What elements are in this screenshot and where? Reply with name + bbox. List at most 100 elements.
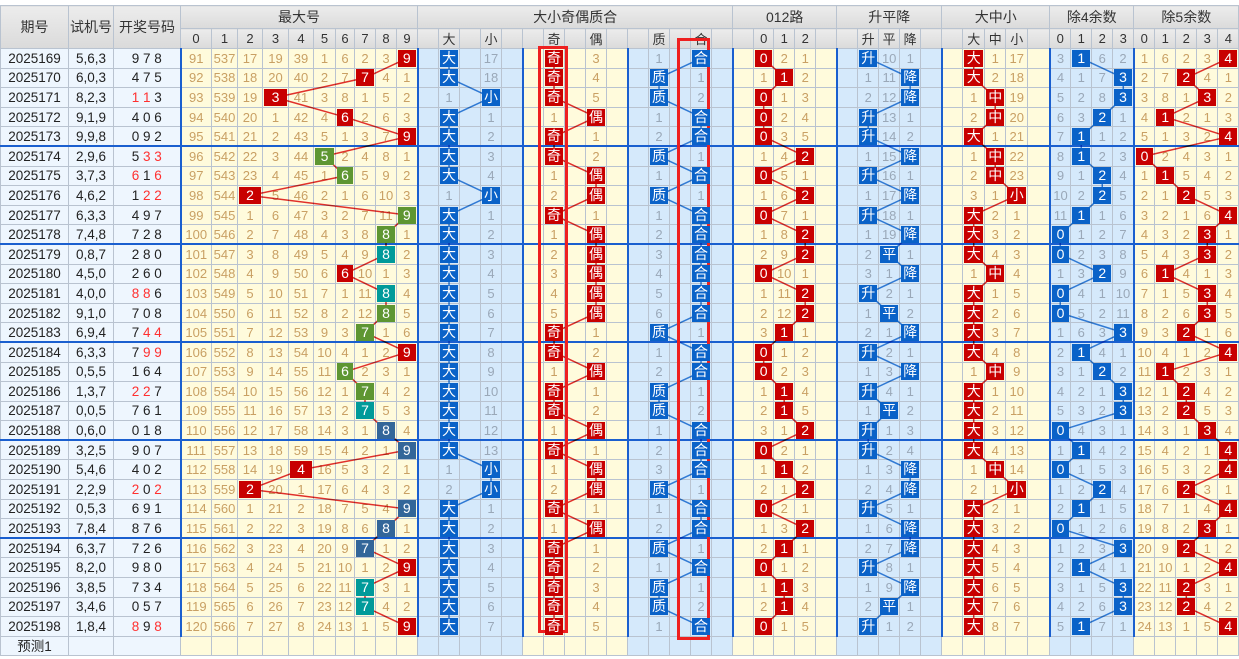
table-row[interactable]: 2025169 5,6,3 9 7 8 91 537 17 19 39 1 6 2 3 9 大 17 奇 3 1 合… — [0, 48, 1239, 69]
table-row[interactable]: 2025191 2,2,9 2 0 2 113 559 2 20 1 17 6 4 3 2 2 小 2 偶质 1 2… — [0, 479, 1239, 500]
mod5-column-header[interactable]: 3 — [1196, 28, 1219, 49]
table-row[interactable]: 2025180 4,5,0 2 6 0 102 548 4 9 50 6 6 10 1 3 大 4 3 偶 4 合 0… — [0, 263, 1239, 285]
table-row[interactable]: 2025170 6,0,3 4 7 5 92 538 18 20 40 2 7 7 4 1 大 18 奇 4 质 1… — [0, 67, 1239, 89]
mod5-column-header[interactable]: 2 — [1175, 28, 1198, 49]
max-number-predict-cell[interactable] — [211, 635, 238, 657]
table-row[interactable]: 2025185 0,5,5 1 6 4 107 553 9 14 55 11 6 2 3 1 大 9 1 偶 2 合… — [0, 361, 1239, 383]
table-row[interactable]: 2025181 4,0,0 8 8 6 103 549 5 10 51 7 1 11 8 4 大 5 4 偶 5 合… — [0, 283, 1239, 304]
table-row[interactable]: 2025178 7,4,8 7 2 8 100 546 2 7 48 4 3 8 8 1 大 2 1 偶 2 合 1 8… — [0, 224, 1239, 246]
table-row[interactable]: 2025189 3,2,5 9 0 7 111 557 13 18 59 15 4 2 1 9 大 13 奇 1… — [0, 439, 1239, 461]
size-parity-prime-predict-cell[interactable] — [627, 635, 650, 657]
max-number-predict-cell[interactable] — [354, 635, 376, 657]
route-012-predict-cell[interactable] — [732, 635, 755, 657]
rise-flat-fall-predict-cell[interactable] — [878, 635, 901, 657]
mod5-column-header[interactable]: 4 — [1217, 28, 1239, 49]
big-mid-small-column-header[interactable] — [941, 28, 964, 49]
max-number-column-header[interactable]: 8 — [375, 28, 397, 49]
route-012-column-header[interactable]: 2 — [794, 28, 817, 49]
table-row[interactable]: 2025197 3,4,6 0 5 7 119 565 6 26 7 23 12 7 4 2 大 6 奇 4 质 2… — [0, 596, 1239, 618]
table-row[interactable]: 2025192 0,5,3 6 9 1 114 560 1 21 2 18 7 5 4 9 大 1 奇 1 1 合 0… — [0, 498, 1239, 520]
max-number-column-header[interactable]: 0 — [180, 28, 212, 49]
max-number-predict-cell[interactable] — [180, 635, 212, 657]
table-row[interactable]: 2025195 8,2,0 9 8 0 117 563 4 24 5 21 10 1 2 9 大 4 奇 2 1 合… — [0, 557, 1239, 579]
mod5-predict-cell[interactable] — [1196, 635, 1219, 657]
size-parity-prime-column-header[interactable] — [459, 28, 482, 49]
rise-flat-fall-predict-cell[interactable] — [920, 635, 943, 657]
big-mid-small-predict-cell[interactable] — [984, 635, 1007, 657]
mod5-column-header[interactable]: 0 — [1133, 28, 1156, 49]
table-row[interactable]: 2025187 0,0,5 7 6 1 109 555 11 16 57 13 2 7 5 3 大 11 奇 2… — [0, 400, 1239, 422]
max-number-predict-cell[interactable] — [375, 635, 397, 657]
table-row[interactable]: 2025177 6,3,3 4 9 7 99 545 1 6 47 3 2 7 11 9 大 1 奇 1 1 合 0 7… — [0, 204, 1239, 226]
size-parity-prime-predict-cell[interactable] — [459, 635, 482, 657]
table-row[interactable]: 2025198 1,8,4 8 9 8 120 566 7 27 8 24 13 1 5 9 大 7 奇 5 1 合… — [0, 616, 1239, 637]
big-mid-small-column-header[interactable]: 中 — [984, 28, 1007, 49]
max-number-column-header[interactable]: 6 — [335, 28, 355, 49]
size-parity-prime-predict-cell[interactable] — [669, 635, 692, 657]
mod4-column-header[interactable]: 3 — [1112, 28, 1135, 49]
rise-flat-fall-predict-cell[interactable] — [899, 635, 922, 657]
size-parity-prime-column-header[interactable] — [501, 28, 524, 49]
route-012-predict-cell[interactable] — [753, 635, 775, 657]
big-mid-small-predict-cell[interactable] — [1005, 635, 1029, 657]
mod5-predict-cell[interactable] — [1133, 635, 1156, 657]
size-parity-prime-column-header[interactable]: 小 — [480, 28, 503, 49]
route-012-column-header[interactable]: 1 — [773, 28, 796, 49]
size-parity-prime-column-header[interactable] — [711, 28, 734, 49]
table-row[interactable]: 2025184 6,3,3 7 9 9 106 552 8 13 54 10 4 1 2 9 大 8 奇 2 1 合… — [0, 341, 1239, 363]
rise-flat-fall-column-header[interactable]: 升 — [857, 28, 880, 49]
table-row[interactable]: 2025174 2,9,6 5 3 3 96 542 22 3 44 5 2 4 8 1 大 3 奇 2 质 1 1 4… — [0, 145, 1239, 167]
mod5-predict-cell[interactable] — [1175, 635, 1198, 657]
size-parity-prime-column-header[interactable]: 合 — [690, 28, 713, 49]
size-parity-prime-column-header[interactable] — [606, 28, 629, 49]
max-number-predict-cell[interactable] — [313, 635, 336, 657]
big-mid-small-column-header[interactable]: 小 — [1005, 28, 1029, 49]
draw-number-header[interactable]: 开奖号码 — [113, 5, 181, 49]
max-number-column-header[interactable]: 7 — [354, 28, 376, 49]
max-number-column-header[interactable]: 1 — [211, 28, 238, 49]
size-parity-prime-predict-cell[interactable] — [543, 635, 566, 657]
mod4-column-header[interactable]: 2 — [1091, 28, 1114, 49]
table-row[interactable]: 2025176 4,6,2 1 2 2 98 544 2 5 46 2 1 6 10 3 1 小 2 偶质 1 1 6… — [0, 185, 1239, 206]
predict-draw-cell[interactable] — [113, 635, 181, 657]
size-parity-prime-predict-cell[interactable] — [480, 635, 503, 657]
size-parity-prime-predict-cell[interactable] — [711, 635, 734, 657]
table-row[interactable]: 2025186 1,3,7 2 2 7 108 554 10 15 56 12 1 7 4 2 大 10 奇 1… — [0, 381, 1239, 402]
table-row[interactable]: 2025183 6,9,4 7 4 4 105 551 7 12 53 9 3 7 1 6 大 7 奇 1 质 1 3… — [0, 322, 1239, 344]
table-row[interactable]: 2025196 3,8,5 7 3 4 118 564 5 25 6 22 11 7 3 1 大 5 奇 3 质 1… — [0, 577, 1239, 598]
size-parity-prime-predict-cell[interactable] — [417, 635, 440, 657]
max-number-column-header[interactable]: 9 — [395, 28, 419, 49]
size-parity-prime-predict-cell[interactable] — [438, 635, 461, 657]
max-number-column-header[interactable]: 2 — [237, 28, 263, 49]
route-012-predict-cell[interactable] — [773, 635, 796, 657]
rise-flat-fall-column-header[interactable] — [920, 28, 943, 49]
mod4-predict-cell[interactable] — [1049, 635, 1072, 657]
size-parity-prime-predict-cell[interactable] — [501, 635, 524, 657]
size-parity-prime-column-header[interactable]: 质 — [648, 28, 671, 49]
big-mid-small-column-header[interactable] — [1027, 28, 1051, 49]
route-012-column-header[interactable] — [732, 28, 755, 49]
mod4-predict-cell[interactable] — [1070, 635, 1093, 657]
mod5-predict-cell[interactable] — [1217, 635, 1239, 657]
max-number-predict-cell[interactable] — [395, 635, 419, 657]
table-row[interactable]: 2025173 9,9,8 0 9 2 95 541 21 2 43 5 1 3 7 9 大 2 奇 1 2 合 0 3… — [0, 126, 1239, 148]
table-row[interactable]: 2025172 9,1,9 4 0 6 94 540 20 1 42 4 6 2 6 3 大 1 1 偶 1 合 0 2… — [0, 106, 1239, 128]
mod4-column-header[interactable]: 0 — [1049, 28, 1072, 49]
table-row[interactable]: 2025175 3,7,3 6 1 6 97 543 23 4 45 1 6 5 9 2 大 4 1 偶 1 合 0 5… — [0, 165, 1239, 187]
mod4-predict-cell[interactable] — [1112, 635, 1135, 657]
size-parity-prime-column-header[interactable]: 偶 — [585, 28, 608, 49]
big-mid-small-predict-cell[interactable] — [962, 635, 986, 657]
table-row[interactable]: 2025171 8,2,3 1 1 3 93 539 19 3 41 3 8 1 5 2 1 小奇 5 质 2 0 1… — [0, 87, 1239, 108]
big-mid-small-column-header[interactable]: 大 — [962, 28, 986, 49]
mod5-column-header[interactable]: 1 — [1154, 28, 1177, 49]
max-number-column-header[interactable]: 4 — [288, 28, 314, 49]
size-parity-prime-predict-cell[interactable] — [564, 635, 587, 657]
table-row[interactable]: 2025179 0,8,7 2 8 0 101 547 3 8 49 5 4 9 8 2 大 3 2 偶 3 合 2 9… — [0, 243, 1239, 265]
mod4-column-header[interactable]: 1 — [1070, 28, 1093, 49]
mod4-predict-cell[interactable] — [1091, 635, 1114, 657]
table-row[interactable]: 2025188 0,6,0 0 1 8 110 556 12 17 58 14 3 1 8 4 大 12 1 偶… — [0, 420, 1239, 442]
size-parity-prime-column-header[interactable] — [669, 28, 692, 49]
table-row[interactable]: 2025194 6,3,7 7 2 6 116 562 3 23 4 20 9 7 1 2 大 3 奇 1 质 1 2… — [0, 537, 1239, 559]
rise-flat-fall-predict-cell[interactable] — [836, 635, 859, 657]
size-parity-prime-predict-cell[interactable] — [690, 635, 713, 657]
